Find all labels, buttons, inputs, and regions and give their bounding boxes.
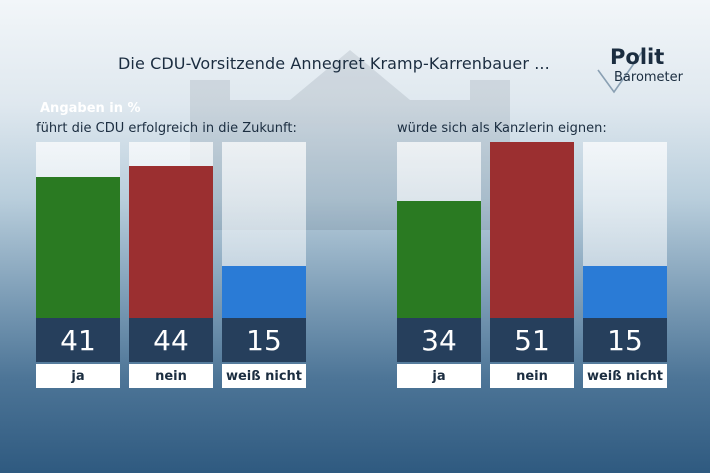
category-label-nein: nein [129, 364, 213, 388]
chart-2-column-nein: 51 nein [490, 142, 574, 388]
category-label-nein: nein [490, 364, 574, 388]
category-label-weiss-nicht: weiß nicht [583, 364, 667, 388]
unit-label: Angaben in % [40, 101, 141, 116]
politbarometer-logo: Polit Barometer [592, 46, 696, 98]
chart-2: 34 ja 51 nein 15 weiß nicht [397, 142, 667, 388]
category-label-ja: ja [397, 364, 481, 388]
chart-1-column-ja: 41 ja [36, 142, 120, 388]
page-title: Die CDU-Vorsitzende Annegret Kramp-Karre… [118, 54, 550, 73]
logo-text-bottom: Barometer [614, 70, 683, 85]
chart-1-column-weiss-nicht: 15 weiß nicht [222, 142, 306, 388]
value-label-nein: 51 [490, 318, 574, 362]
category-label-ja: ja [36, 364, 120, 388]
chart-2-title: würde sich als Kanzlerin eignen: [397, 121, 607, 136]
bar-ja [36, 177, 120, 318]
value-label-ja: 34 [397, 318, 481, 362]
value-label-nein: 44 [129, 318, 213, 362]
bar-weiss-nicht [583, 266, 667, 318]
chart-2-column-ja: 34 ja [397, 142, 481, 388]
value-label-weiss-nicht: 15 [583, 318, 667, 362]
chart-2-column-weiss-nicht: 15 weiß nicht [583, 142, 667, 388]
bar-nein [490, 142, 574, 318]
bar-weiss-nicht [222, 266, 306, 318]
chart-1: 41 ja 44 nein 15 weiß nicht [36, 142, 306, 388]
bar-nein [129, 166, 213, 318]
checkmark-icon [597, 51, 643, 94]
chart-1-title: führt die CDU erfolgreich in die Zukunft… [36, 121, 297, 136]
value-label-ja: 41 [36, 318, 120, 362]
bar-ja [397, 201, 481, 318]
logo-text-top: Polit [610, 45, 665, 69]
value-label-weiss-nicht: 15 [222, 318, 306, 362]
category-label-weiss-nicht: weiß nicht [222, 364, 306, 388]
chart-1-column-nein: 44 nein [129, 142, 213, 388]
